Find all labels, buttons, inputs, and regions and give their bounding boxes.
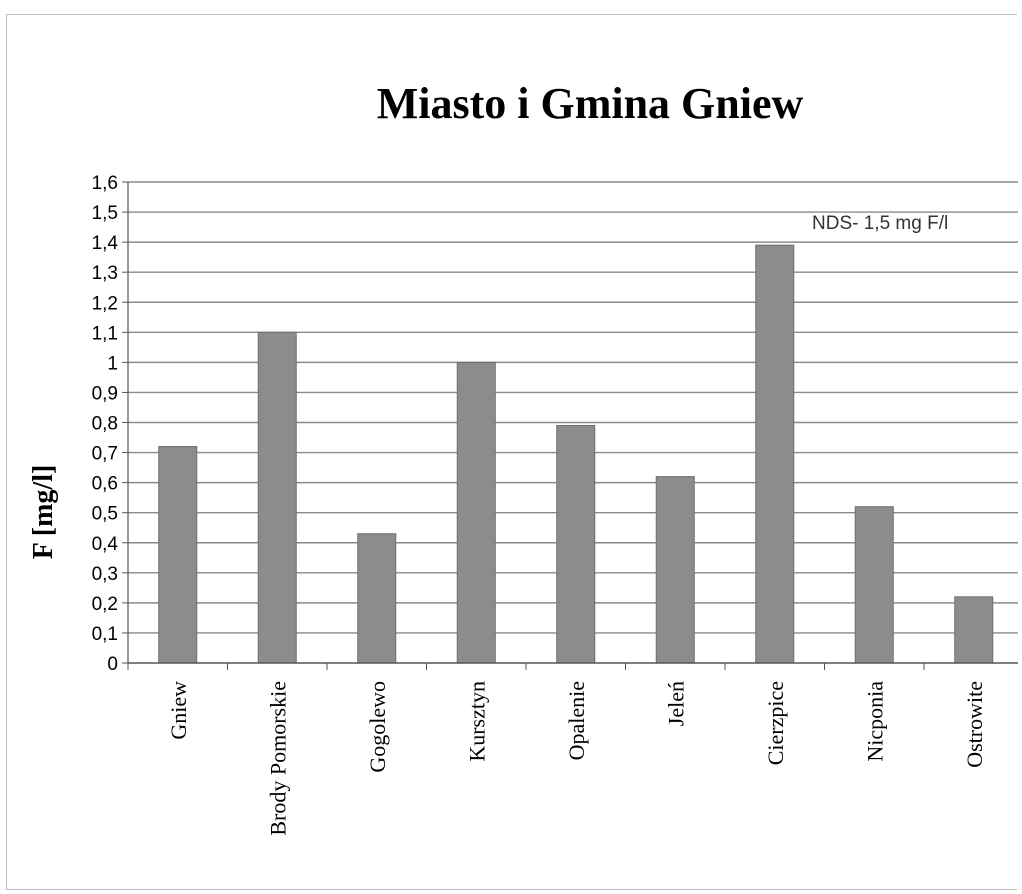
y-tick-label: 0 — [107, 654, 118, 675]
category-label: Opalenie — [564, 681, 589, 760]
axes — [127, 182, 1018, 670]
bar — [257, 331, 297, 664]
bar — [854, 506, 894, 664]
y-tick-label: 1,6 — [92, 173, 118, 194]
y-tick-label: 1 — [107, 353, 118, 374]
category-labels: Gniew Brody Pomorskie Gogolewo Kursztyn Opal… — [166, 681, 987, 836]
y-tick-label: 1,4 — [92, 233, 119, 254]
y-tick-label: 1,1 — [92, 323, 118, 344]
y-tick-label: 0,1 — [92, 624, 118, 645]
category-label: Brody Pomorskie — [265, 681, 290, 836]
category-label: Jeleń — [663, 681, 688, 726]
bar — [357, 533, 397, 664]
bar — [755, 244, 795, 664]
category-label: Gniew — [166, 681, 191, 740]
chart-title: Miasto i Gmina Gniew — [377, 79, 804, 128]
y-tick-label: 1,2 — [92, 293, 118, 314]
category-label: Nicponia — [862, 681, 887, 762]
bar — [158, 446, 198, 664]
y-tick-label: 0,3 — [92, 564, 118, 585]
y-tick-label: 0,5 — [92, 504, 118, 525]
bar — [556, 425, 596, 664]
bar — [954, 596, 994, 664]
category-label: Ostrowite — [962, 681, 987, 768]
category-label: Cierzpice — [763, 681, 788, 765]
y-tick-label: 0,8 — [92, 414, 118, 435]
y-tick-label: 0,2 — [92, 594, 118, 615]
bar — [456, 361, 496, 664]
y-tick-label: 1,3 — [92, 263, 118, 284]
y-tick-labels: 0 0,1 0,2 0,3 0,4 0,5 0,6 0,7 0,8 0,9 1 1,1 1,2 1,3 1,… — [92, 173, 128, 675]
y-tick-label: 1,5 — [92, 203, 118, 224]
category-label: Kursztyn — [464, 681, 489, 762]
y-tick-label: 0,9 — [92, 383, 118, 404]
y-tick-label: 0,6 — [92, 474, 118, 495]
nds-annotation: NDS- 1,5 mg F/l — [812, 213, 948, 234]
y-tick-label: 0,4 — [92, 534, 119, 555]
y-tick-label: 0,7 — [92, 444, 118, 465]
category-label: Gogolewo — [365, 681, 390, 773]
bar — [655, 476, 695, 664]
bars — [158, 244, 994, 664]
y-axis-label: F [mg/l] — [28, 465, 59, 560]
